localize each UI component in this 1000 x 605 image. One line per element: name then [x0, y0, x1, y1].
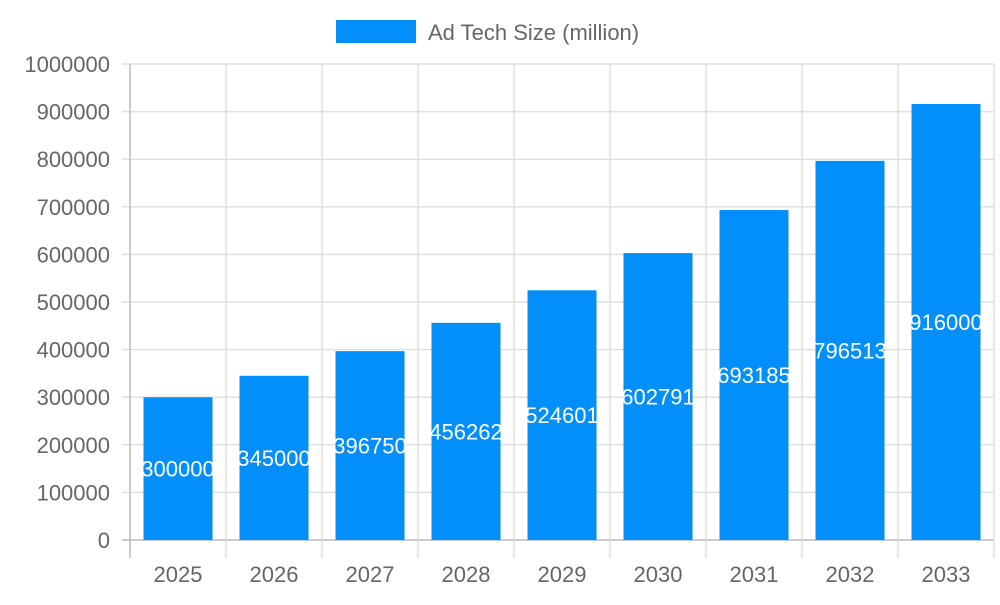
y-tick-label: 300000 — [37, 385, 110, 410]
y-tick-label: 200000 — [37, 433, 110, 458]
legend[interactable]: Ad Tech Size (million) — [336, 20, 639, 45]
legend-label: Ad Tech Size (million) — [428, 20, 639, 45]
data-label: 916000 — [909, 310, 982, 335]
data-label: 524601 — [525, 403, 598, 428]
data-label: 602791 — [621, 385, 694, 410]
x-tick-label: 2028 — [442, 562, 491, 587]
x-tick-label: 2027 — [346, 562, 395, 587]
bar — [623, 253, 693, 541]
y-axis: 0 100000 200000 300000 400000 500000 600000 700… — [24, 52, 110, 553]
data-label: 300000 — [141, 457, 214, 482]
bar — [815, 160, 885, 541]
y-tick-label: 600000 — [37, 242, 110, 267]
bar — [527, 290, 597, 540]
bar — [335, 351, 405, 540]
x-tick-label: 2030 — [634, 562, 683, 587]
bar — [143, 397, 213, 540]
y-tick-label: 1000000 — [24, 52, 110, 77]
data-label: 456262 — [429, 419, 502, 444]
data-label: 345000 — [237, 446, 310, 471]
x-tick-label: 2029 — [538, 562, 587, 587]
x-tick-label: 2025 — [154, 562, 203, 587]
y-tick-label: 700000 — [37, 195, 110, 220]
x-tick-label: 2026 — [250, 562, 299, 587]
x-axis: 2025 2026 2027 2028 2029 2030 2031 2032 2033 — [154, 562, 971, 587]
bar — [719, 210, 789, 540]
x-tick-label: 2031 — [730, 562, 779, 587]
y-tick-label: 0 — [98, 528, 110, 553]
x-tick-label: 2032 — [826, 562, 875, 587]
y-tick-label: 500000 — [37, 290, 110, 315]
data-label: 693185 — [717, 363, 790, 388]
legend-swatch — [336, 20, 416, 43]
bars: 300000 345000 396750 456262 524601 602791 6931… — [141, 103, 982, 541]
y-tick-label: 900000 — [37, 100, 110, 125]
bar — [431, 322, 501, 540]
data-label: 396750 — [333, 434, 406, 459]
bar — [239, 375, 309, 540]
data-label: 796513 — [813, 338, 886, 363]
bar — [911, 103, 981, 540]
y-tick-label: 400000 — [37, 338, 110, 363]
x-tick-label: 2033 — [922, 562, 971, 587]
y-tick-label: 800000 — [37, 147, 110, 172]
y-tick-label: 100000 — [37, 480, 110, 505]
